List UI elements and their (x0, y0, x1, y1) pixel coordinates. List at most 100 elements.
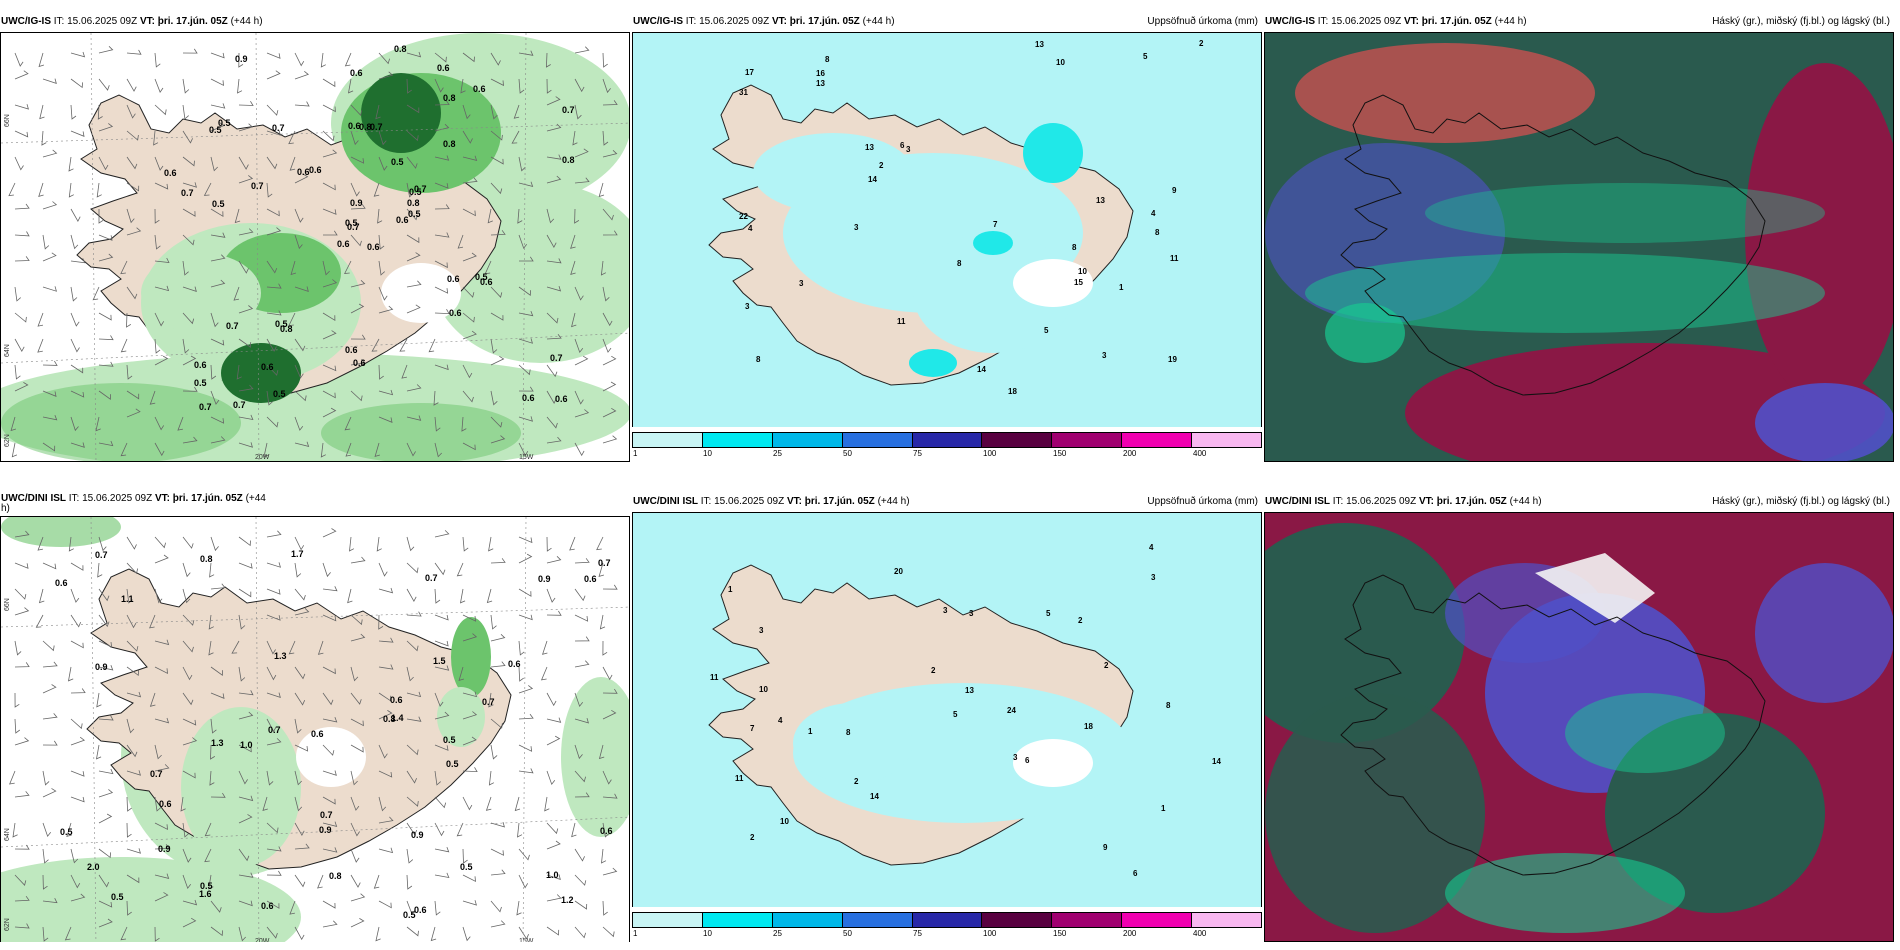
wind-barb (350, 303, 365, 314)
wind-barb (322, 847, 338, 853)
wind-barb (70, 848, 79, 864)
wind-barb (344, 416, 352, 431)
wind-barb (154, 844, 170, 850)
wind-barb (378, 364, 384, 380)
panel-title: UWC/IG-IS IT: 15.06.2025 09Z VT: þri. 17… (1, 16, 263, 27)
precip-value: 0.6 (508, 659, 521, 669)
iceland-outline (1340, 94, 1766, 396)
map-accum-precip[interactable]: 6 4 3 1 1 3 10 8 2 3 5 9 14 20 24 11 18 13 11 2 4 3 2 14 8 10 1 5 2 3… (632, 512, 1262, 907)
wind-barb (42, 252, 57, 262)
cloud-layer (1425, 183, 1825, 243)
wind-barb (602, 793, 618, 799)
wind-barb (434, 614, 449, 621)
precip-value: 1.3 (211, 738, 224, 748)
precip-value: 0.9 (95, 662, 108, 672)
wind-barb (378, 260, 385, 276)
wind-barb (14, 130, 29, 138)
wind-barb (70, 104, 77, 120)
wind-barb (126, 614, 137, 629)
wind-barb (602, 867, 618, 876)
colorbar-tick: 10 (703, 929, 712, 938)
precip-value: 13 (1096, 196, 1105, 205)
precip-value: 0.5 (60, 827, 73, 837)
precip-value: 1.6 (199, 889, 212, 899)
wind-barb (546, 588, 556, 603)
wind-barb (546, 536, 552, 552)
wind-barb (378, 52, 390, 65)
wind-barb (98, 361, 114, 367)
wind-barb (434, 588, 441, 604)
wind-barb (574, 588, 586, 602)
wind-barb (126, 227, 142, 236)
wind-barb (266, 130, 281, 136)
wind-barb (177, 416, 184, 431)
precip-value: 0.8 (394, 44, 407, 54)
precip-value: 14 (977, 365, 986, 374)
colorbar-swatch (912, 433, 983, 447)
wind-barb (574, 390, 584, 405)
wind-barb (238, 690, 254, 696)
wind-barb (126, 312, 132, 328)
wind-barb (14, 895, 30, 902)
wind-barb (182, 536, 194, 549)
wind-barb (266, 52, 281, 59)
map-wind-precip[interactable]: 66N 64N 62N 20W 15W 0.6 0.5 0.7 0.6 0.5 0.8 0.6 0.7 0… (0, 32, 630, 462)
map-clouds[interactable] (1264, 32, 1894, 462)
wind-barb (14, 156, 24, 171)
wind-barb (574, 770, 586, 783)
wind-barb (572, 130, 578, 146)
wind-barb (294, 70, 310, 80)
wind-barb (210, 122, 225, 132)
wind-barb (574, 717, 589, 724)
wind-barb (406, 691, 422, 698)
wind-barb (598, 562, 605, 577)
wind-barb (70, 442, 85, 448)
lon-label: 15W (519, 454, 534, 461)
precip-value: 0.7 (95, 550, 108, 560)
wind-barb (406, 770, 417, 784)
wind-barb (210, 692, 225, 699)
wind-barb (434, 692, 444, 707)
precip-value: 0.6 (584, 574, 597, 584)
map-wind-precip[interactable]: 66N 64N 62N 20W 15W 0.6 0.5 0.5 0.5 0.8 1.1 1.3 1.2 1… (0, 516, 630, 942)
wind-barb (42, 770, 50, 786)
map-clouds[interactable] (1264, 512, 1894, 942)
wind-barb (350, 182, 360, 197)
wind-barb (154, 554, 169, 564)
wind-barb (14, 530, 30, 538)
wind-barb (574, 208, 580, 224)
wind-barb (294, 536, 305, 551)
cloud-layer (1325, 303, 1405, 363)
wind-barb (70, 688, 86, 694)
colorbar-tick: 200 (1123, 929, 1137, 938)
wind-barb (182, 588, 191, 604)
wind-barb (126, 156, 138, 170)
wind-barb (596, 536, 604, 551)
wind-barb (434, 123, 450, 132)
wind-barb (378, 710, 393, 720)
colorbar-swatch (842, 433, 913, 447)
map-accum-precip[interactable]: 8 8 8 8 3 3 3 10 13 18 31 22 17 19 11 9 8 7 6 3 2 5 14 11 13 16 10… (632, 32, 1262, 427)
precip-colorbar: 1 10 25 50 75 100 150 200 400 (632, 912, 1262, 940)
wind-barb (70, 614, 82, 628)
wind-barb (126, 796, 132, 812)
wind-barb (574, 900, 588, 910)
wind-barb (37, 312, 44, 327)
wind-barb (322, 900, 336, 909)
wind-barb (42, 149, 58, 158)
wind-barb (208, 614, 214, 630)
precip-value: 8 (756, 355, 761, 364)
wind-barb (266, 310, 282, 316)
precip-value: 0.6 (350, 68, 363, 78)
wind-barb (238, 384, 254, 392)
precip-value: 0.5 (460, 862, 473, 872)
wind-barb (14, 203, 30, 210)
wind-barb (514, 796, 521, 812)
wind-barb (238, 338, 252, 348)
wind-barb (266, 822, 279, 834)
wind-barb (546, 822, 559, 835)
wind-barb (546, 416, 558, 429)
wind-barb (350, 614, 363, 626)
wind-barb (570, 234, 576, 249)
wind-barb (96, 182, 102, 198)
